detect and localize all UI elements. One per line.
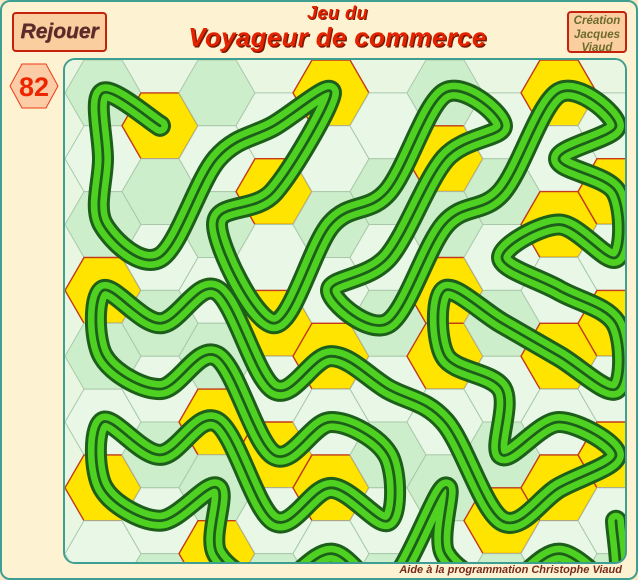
svg-text:82: 82 (19, 72, 49, 102)
